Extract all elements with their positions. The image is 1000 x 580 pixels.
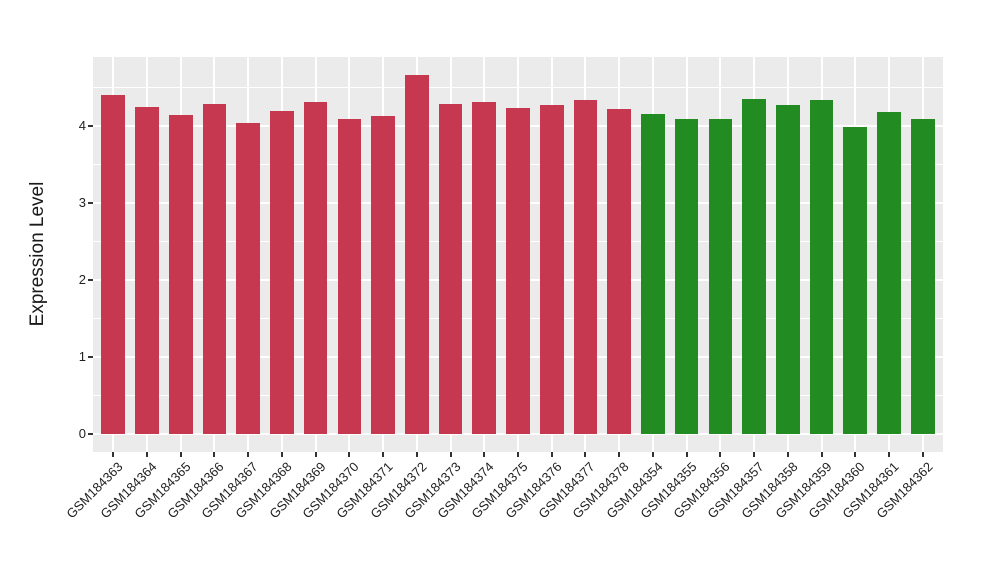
x-tick-mark (685, 452, 688, 457)
bar-GSM184378 (607, 108, 631, 434)
bar-GSM184377 (573, 100, 598, 434)
bar-GSM184373 (438, 103, 463, 434)
y-tick-mark (88, 278, 93, 281)
x-tick-mark (112, 452, 115, 457)
x-tick-mark (483, 452, 486, 457)
y-tick-mark (88, 432, 93, 435)
x-tick-mark (550, 452, 553, 457)
x-tick-mark (449, 452, 452, 457)
bar-GSM184365 (168, 114, 193, 434)
x-tick-mark (888, 452, 891, 457)
y-tick-label: 1 (78, 348, 86, 364)
y-tick-mark (88, 355, 93, 358)
plot-panel (93, 57, 943, 452)
bar-GSM184376 (539, 104, 564, 434)
bar-GSM184360 (843, 127, 868, 434)
x-tick-mark (651, 452, 654, 457)
bar-GSM184370 (337, 118, 362, 434)
bar-GSM184368 (270, 110, 294, 434)
y-tick-mark (88, 124, 93, 127)
x-tick-mark (854, 452, 857, 457)
x-tick-mark (382, 452, 385, 457)
bar-GSM184366 (202, 103, 227, 434)
x-tick-mark (213, 452, 216, 457)
bar-GSM184358 (776, 104, 800, 434)
x-tick-mark (719, 452, 722, 457)
x-tick-mark (247, 452, 250, 457)
bar-GSM184356 (708, 119, 733, 434)
bar-GSM184357 (742, 98, 766, 434)
bar-GSM184363 (101, 94, 126, 434)
x-tick-mark (517, 452, 519, 457)
bar-GSM184361 (877, 112, 901, 434)
bar-GSM184372 (405, 75, 429, 434)
bar-GSM184371 (371, 116, 395, 434)
bar-GSM184367 (236, 123, 260, 434)
bar-GSM184375 (506, 107, 530, 434)
x-tick-mark (348, 452, 351, 457)
y-tick-label: 4 (78, 117, 86, 133)
x-tick-mark (820, 452, 823, 457)
bar-GSM184369 (303, 102, 328, 434)
bar-GSM184362 (910, 118, 935, 434)
bar-GSM184374 (472, 101, 497, 434)
x-tick-mark (314, 452, 317, 457)
x-tick-mark (921, 452, 924, 457)
x-tick-mark (280, 452, 283, 457)
y-tick-mark (88, 201, 93, 204)
x-tick-mark (786, 452, 789, 457)
bar-GSM184354 (641, 113, 665, 434)
x-tick-mark (415, 452, 418, 457)
y-tick-label: 0 (78, 425, 86, 441)
bar-GSM184355 (674, 118, 699, 434)
x-tick-mark (584, 452, 587, 457)
y-tick-label: 3 (78, 194, 86, 210)
x-tick-mark (618, 452, 621, 457)
x-tick-mark (753, 452, 756, 457)
bar-GSM184364 (135, 107, 159, 434)
bar-GSM184359 (809, 100, 834, 434)
x-tick-mark (179, 452, 182, 457)
y-tick-label: 2 (78, 271, 86, 287)
x-tick-mark (145, 452, 148, 457)
